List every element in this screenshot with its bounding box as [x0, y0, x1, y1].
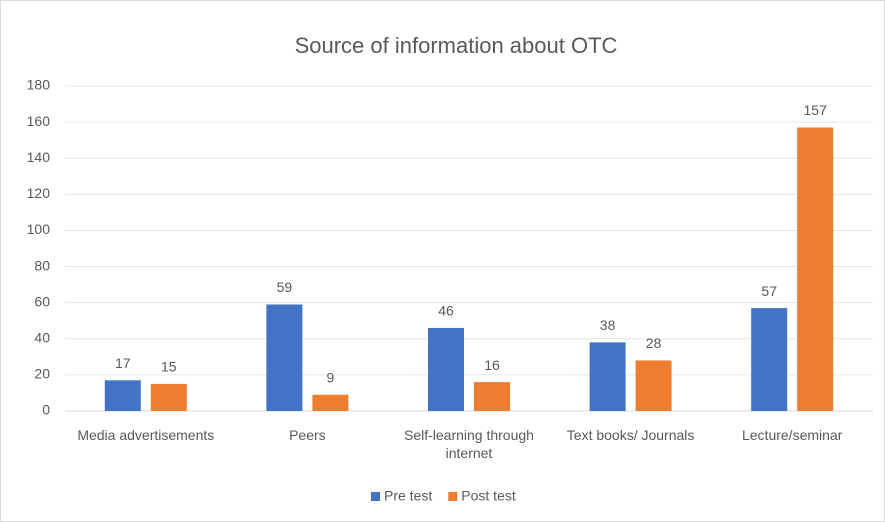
y-tick-label: 60: [34, 293, 50, 309]
bar: [312, 394, 349, 411]
y-tick-label: 40: [34, 329, 50, 345]
bar: [266, 304, 303, 411]
bar: [474, 382, 510, 411]
y-tick-label: 100: [27, 221, 51, 237]
y-tick-label: 120: [27, 185, 51, 201]
data-label: 59: [277, 279, 293, 295]
legend-swatch: [448, 492, 458, 501]
bar: [589, 342, 626, 411]
data-label: 15: [161, 359, 177, 375]
y-tick-label: 180: [27, 77, 51, 93]
bar: [150, 383, 187, 411]
x-tick-label: Text books/ Journals: [566, 427, 695, 443]
x-tick-label: Peers: [289, 427, 326, 443]
bar: [428, 327, 464, 411]
data-label: 157: [804, 102, 828, 118]
bar: [635, 360, 672, 411]
y-tick-label: 140: [27, 149, 51, 165]
data-label: 38: [600, 317, 616, 333]
chart-title: Source of information about OTC: [295, 33, 618, 58]
x-tick-label: Media advertisements: [77, 427, 215, 443]
data-label: 46: [438, 303, 454, 319]
legend-swatch: [371, 492, 380, 501]
y-tick-label: 80: [34, 257, 50, 273]
y-tick-label: 20: [34, 366, 50, 382]
data-label: 28: [646, 335, 662, 351]
data-label: 17: [115, 355, 131, 371]
y-tick-label: 0: [42, 402, 50, 418]
legend-label: Pre test: [384, 488, 432, 504]
data-label: 16: [484, 357, 500, 373]
y-tick-label: 160: [27, 113, 51, 129]
bar: [104, 380, 141, 411]
x-tick-label: Lecture/seminar: [741, 427, 843, 443]
x-tick-label: Self-learning through internet: [403, 427, 534, 461]
data-label: 57: [761, 283, 777, 299]
bar: [797, 127, 834, 412]
legend-label: Post test: [461, 488, 516, 504]
data-label: 9: [327, 369, 335, 385]
bar: [751, 308, 788, 411]
